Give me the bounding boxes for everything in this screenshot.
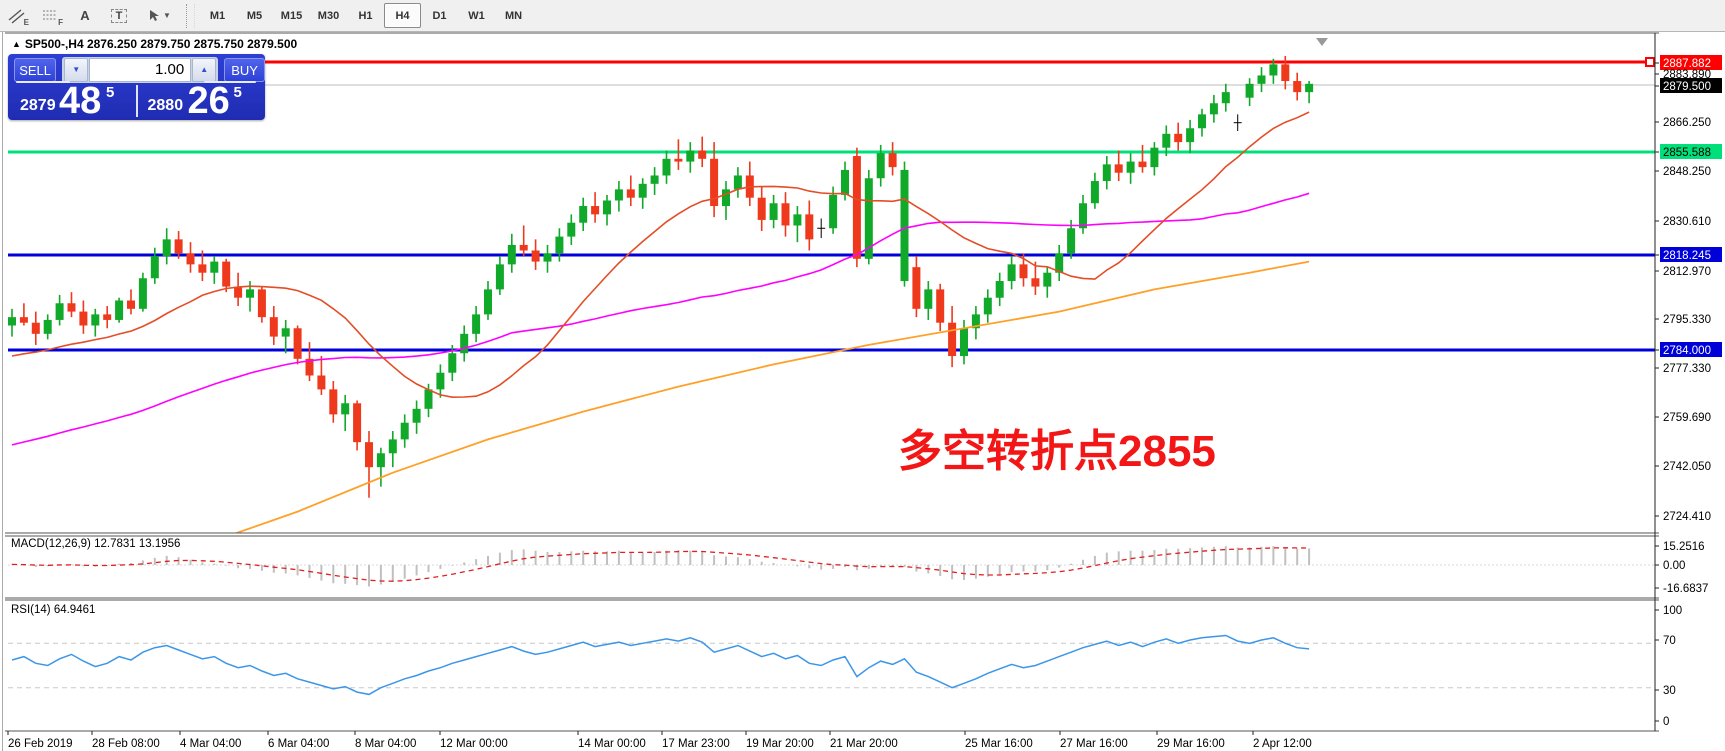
buy-price-big: 26 [187,80,230,122]
price-axis[interactable]: 2887.8822883.8902879.5002866.2502855.588… [1655,55,1722,523]
buy-button[interactable]: BUY [224,58,265,82]
svg-text:25 Mar 16:00: 25 Mar 16:00 [965,738,1033,750]
svg-text:2848.250: 2848.250 [1663,166,1711,178]
price-divider [135,85,138,117]
timeframe-button-m1[interactable]: M1 [209,9,226,22]
svg-text:2812.970: 2812.970 [1663,266,1711,278]
svg-text:30: 30 [1663,685,1676,697]
sell-price-sup: 5 [106,84,115,101]
rsi-axis[interactable]: 100 70 30 0 [1655,605,1682,728]
time-axis[interactable]: 26 Feb 2019 28 Feb 08:00 4 Mar 04:00 6 Mar … [7,731,1312,750]
svg-text:2818.245: 2818.245 [1663,250,1711,262]
svg-text:2784.000: 2784.000 [1663,345,1711,357]
buy-price-sup: 5 [233,84,242,101]
arrows-cursor-icon [150,9,160,21]
sell-button[interactable]: SELL [14,58,57,82]
buy-underline [204,81,256,83]
timeframe-group: M1 M5 M15 M30 H1 H4 D1 W1 MN [199,3,532,28]
timeframe-button-w1[interactable]: W1 [468,9,485,22]
svg-text:29 Mar 16:00: 29 Mar 16:00 [1157,738,1225,750]
toolbar-separator [186,3,195,28]
up-arrow-icon: ▲ [200,65,209,74]
svg-text:0.00: 0.00 [1663,560,1685,572]
svg-text:2887.882: 2887.882 [1663,58,1711,70]
chart-header-text: SP500-,H4 2876.250 2879.750 2875.750 287… [24,37,298,51]
timeframe-button-m15[interactable]: M15 [280,9,303,22]
svg-text:14 Mar 00:00: 14 Mar 00:00 [578,738,646,750]
svg-text:26 Feb 2019: 26 Feb 2019 [8,738,73,750]
macd-axis[interactable]: 15.2516 0.00 -16.6837 [1655,541,1708,595]
svg-text:2724.410: 2724.410 [1663,511,1711,523]
timeframe-button-mn[interactable]: MN [504,9,523,22]
svg-text:4 Mar 04:00: 4 Mar 04:00 [180,738,241,750]
window-left-border [2,32,3,751]
svg-text:12 Mar 00:00: 12 Mar 00:00 [440,738,508,750]
svg-text:15.2516: 15.2516 [1663,541,1705,553]
volume-input[interactable] [89,57,192,82]
svg-text:0: 0 [1663,716,1669,728]
svg-text:100: 100 [1663,605,1682,617]
svg-text:2759.690: 2759.690 [1663,412,1711,424]
volume-decrease-button[interactable]: ▼ [64,57,89,82]
volume-increase-button[interactable]: ▲ [192,57,217,82]
buy-price[interactable]: 2880 26 5 [138,80,266,122]
chart-header: ▲ SP500-,H4 2876.250 2879.750 2875.750 28… [12,37,297,51]
fibonacci-tool-button[interactable]: F [35,3,67,29]
sell-price[interactable]: 2879 48 5 [8,80,136,122]
svg-text:-16.6837: -16.6837 [1663,583,1708,595]
svg-text:27 Mar 16:00: 27 Mar 16:00 [1060,738,1128,750]
equidistant-channel-icon [8,8,25,24]
fibonacci-icon [43,10,57,19]
equidistant-channel-tool-button[interactable]: E [1,3,33,29]
svg-text:2830.610: 2830.610 [1663,216,1711,228]
svg-text:2879.500: 2879.500 [1663,81,1711,93]
text-tool-icon: A [80,8,90,23]
svg-text:70: 70 [1663,635,1676,647]
svg-text:2777.330: 2777.330 [1663,363,1711,375]
trade-panel-top-row: SELL ▼ ▲ BUY [8,56,265,83]
svg-text:8 Mar 04:00: 8 Mar 04:00 [355,738,416,750]
timeframe-button-d1[interactable]: D1 [432,9,447,22]
arrows-tool-button[interactable]: ▼ [137,3,181,29]
rsi-label: RSI(14) 64.9461 [11,604,96,616]
chart-annotation-text: 多空转折点2855 [898,427,1216,476]
timeframe-button-h4[interactable]: H4 [384,3,421,28]
text-label-tool-button[interactable]: T [103,3,135,29]
timeframe-button-m30[interactable]: M30 [317,9,340,22]
sell-price-small: 2879 [20,97,56,114]
down-arrow-icon: ▼ [72,65,81,74]
svg-text:19 Mar 20:00: 19 Mar 20:00 [746,738,814,750]
timeframe-button-m5[interactable]: M5 [246,9,263,22]
macd-label: MACD(12,26,9) 12.7831 13.1956 [11,538,181,550]
svg-text:2742.050: 2742.050 [1663,461,1711,473]
symbol-direction-icon: ▲ [12,39,21,49]
chart-shift-marker-icon[interactable] [1316,38,1328,46]
buy-price-small: 2880 [147,97,184,114]
dropdown-caret-icon: ▼ [163,11,171,20]
chart-canvas[interactable]: 2887.8822883.8902879.5002866.2502855.588… [0,32,1725,751]
toolbar: E F A T ▼ M1 M5 M15 M30 H1 H4 D1 W1 MN [0,0,1725,32]
svg-text:2855.588: 2855.588 [1663,147,1711,159]
one-click-trading-panel: SELL ▼ ▲ BUY 2879 48 5 2880 2 [8,54,265,120]
svg-text:2795.330: 2795.330 [1663,314,1711,326]
hline-handle[interactable] [1645,57,1655,67]
trade-panel-prices: 2879 48 5 2880 26 5 [8,80,266,122]
svg-text:2866.250: 2866.250 [1663,117,1711,129]
svg-text:2 Apr 12:00: 2 Apr 12:00 [1253,738,1312,750]
svg-text:6 Mar 04:00: 6 Mar 04:00 [268,738,329,750]
sell-price-big: 48 [59,80,102,122]
text-label-icon: T [110,8,128,23]
text-tool-button[interactable]: A [69,3,101,29]
sell-underline [16,81,70,83]
volume-stepper: ▼ ▲ [62,56,219,83]
timeframe-button-h1[interactable]: H1 [358,9,373,22]
svg-text:17 Mar 23:00: 17 Mar 23:00 [662,738,730,750]
svg-text:28 Feb 08:00: 28 Feb 08:00 [92,738,160,750]
chart-area[interactable]: 2887.882 2883.890 2879.500 2866.250 2855.588… [0,32,1725,751]
svg-text:21 Mar 20:00: 21 Mar 20:00 [830,738,898,750]
